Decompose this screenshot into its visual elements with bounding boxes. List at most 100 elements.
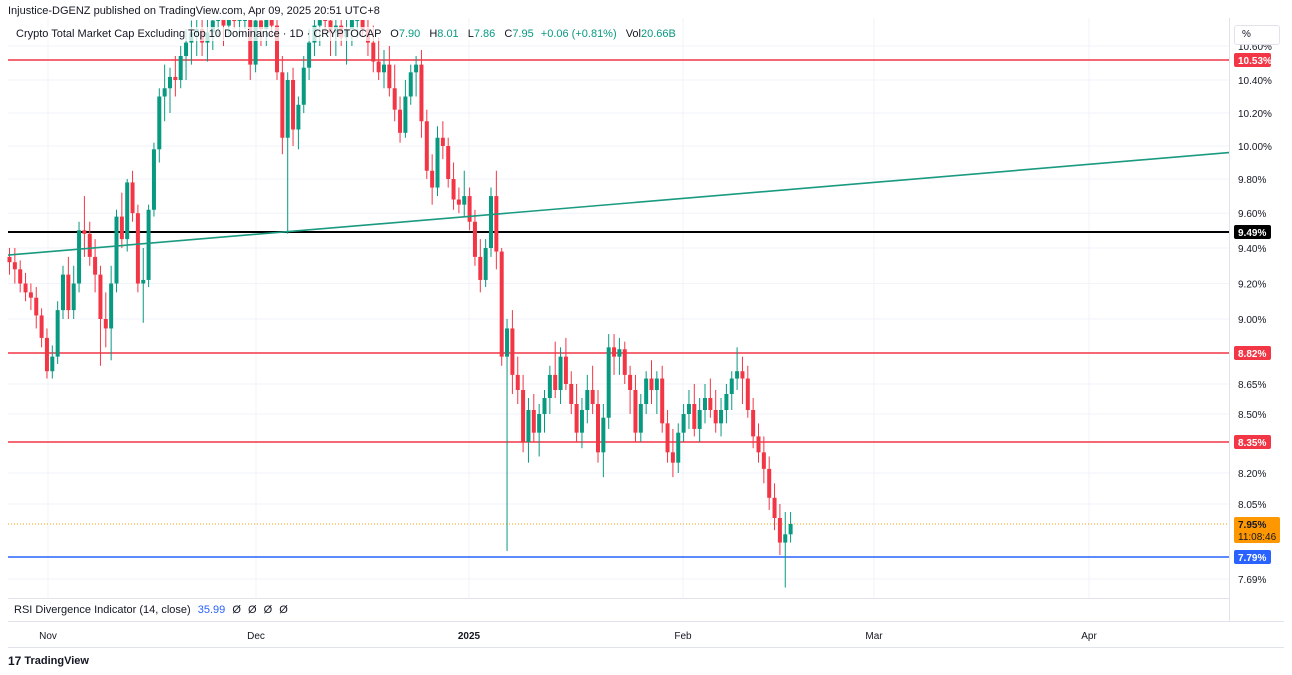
candle-body <box>483 248 488 280</box>
countdown-label: 11:08:46 <box>1238 532 1277 543</box>
candle-body <box>440 137 445 146</box>
candle-body <box>103 319 108 329</box>
candle-body <box>681 414 686 433</box>
candle-body <box>467 196 472 222</box>
price-tick-label: 10.00% <box>1238 142 1272 153</box>
candle-body <box>547 374 552 398</box>
symbol-name[interactable]: Crypto Total Market Cap Excluding Top 10… <box>16 28 382 40</box>
candle-body <box>355 20 360 21</box>
candle-body <box>28 292 33 298</box>
candle-body <box>574 404 579 433</box>
candle-body <box>654 378 659 390</box>
rsi-placeholder: Ø <box>263 604 273 616</box>
level-price-label: 8.35% <box>1238 438 1266 449</box>
candle-body <box>98 274 103 319</box>
candle-body <box>216 20 221 21</box>
candle-body <box>328 20 333 33</box>
tradingview-logo-icon: 17 <box>8 654 22 668</box>
candle-body <box>606 347 611 418</box>
candle-body <box>307 42 312 68</box>
candle-body <box>772 497 777 518</box>
candle-body <box>168 76 172 89</box>
time-axis-divider <box>8 621 1284 622</box>
price-tick-label: 8.05% <box>1238 500 1266 511</box>
candle-body <box>301 67 306 105</box>
candle-body <box>563 356 568 384</box>
percent-scale-button[interactable]: % <box>1234 25 1280 45</box>
low-value: 7.86 <box>473 28 496 40</box>
price-tick-label: 9.40% <box>1238 244 1266 255</box>
candle-body <box>558 356 563 390</box>
candle-body <box>788 524 793 535</box>
candle-body <box>317 20 322 26</box>
candle-body <box>601 417 606 453</box>
time-axis-bottom-border <box>8 647 1284 648</box>
candle-body <box>382 64 386 73</box>
tradingview-brand-name: TradingView <box>24 655 89 667</box>
candle-body <box>408 72 413 97</box>
candle-body <box>579 410 584 433</box>
candle-body <box>537 414 542 433</box>
candle-body <box>157 96 162 150</box>
candle-body <box>777 518 782 543</box>
current-price-badge <box>1234 517 1280 543</box>
chart-grid <box>8 18 1229 598</box>
time-tick-label: 2025 <box>458 631 481 642</box>
candle-body <box>542 398 547 414</box>
candle-body <box>125 182 130 240</box>
symbol-legend: Crypto Total Market Cap Excluding Top 10… <box>14 27 678 41</box>
price-axis-divider <box>1229 18 1230 621</box>
candle-body <box>756 436 761 453</box>
candle-body <box>398 109 403 133</box>
candle-body <box>392 88 397 110</box>
candle-body <box>670 452 675 463</box>
candle-body <box>18 269 23 284</box>
candle-body <box>430 170 435 188</box>
candle-body <box>39 315 44 338</box>
open-value: 7.90 <box>398 28 421 40</box>
candle-body <box>376 61 381 73</box>
trendline-path <box>7 151 1230 256</box>
candle-body <box>761 452 766 469</box>
candle-body <box>703 398 707 410</box>
level-price-badge <box>1234 435 1271 449</box>
volume-label: Vol <box>625 28 641 40</box>
candle-body <box>526 410 531 442</box>
tradingview-brand[interactable]: 17 TradingView <box>8 654 89 668</box>
candle-body <box>178 56 183 80</box>
candle-body <box>692 404 697 429</box>
candle-body <box>146 209 151 280</box>
candle-body <box>569 384 574 404</box>
price-axis[interactable]: 10.60% 10.40% 10.20% 10.00% 9.80% 9.60% 9.40% 9… <box>1234 42 1280 586</box>
candle-body <box>665 423 670 453</box>
candle-body <box>451 179 456 200</box>
price-tick-label: 10.60% <box>1238 42 1272 53</box>
candle-body <box>435 137 440 188</box>
time-axis[interactable]: Nov Dec 2025 Feb Mar Apr <box>39 631 1097 642</box>
rsi-value: 35.99 <box>197 604 226 616</box>
time-tick-label: Mar <box>865 631 883 642</box>
candle-body <box>585 390 590 410</box>
candle-body <box>237 20 242 21</box>
candle-body <box>296 104 301 130</box>
time-tick-label: Dec <box>247 631 265 642</box>
candle-body <box>724 394 729 410</box>
candle-body <box>740 371 745 379</box>
price-tick-label: 9.00% <box>1238 315 1266 326</box>
trendline[interactable] <box>7 151 1230 256</box>
current-price-label: 7.95% <box>1238 520 1266 531</box>
level-price-label: 8.82% <box>1238 349 1266 360</box>
candle-body <box>729 378 734 394</box>
level-price-badge <box>1234 550 1271 564</box>
level-price-label: 9.49% <box>1238 228 1266 239</box>
candle-body <box>82 230 87 234</box>
candle-body <box>521 390 526 442</box>
candle-body <box>644 378 649 404</box>
candle-body <box>141 279 146 284</box>
price-tick-label: 7.69% <box>1238 575 1266 586</box>
candle-body <box>55 310 60 357</box>
rsi-indicator-legend[interactable]: RSI Divergence Indicator (14, close) 35.… <box>14 604 288 616</box>
pane-divider[interactable] <box>8 598 1229 599</box>
time-tick-label: Nov <box>39 631 57 642</box>
